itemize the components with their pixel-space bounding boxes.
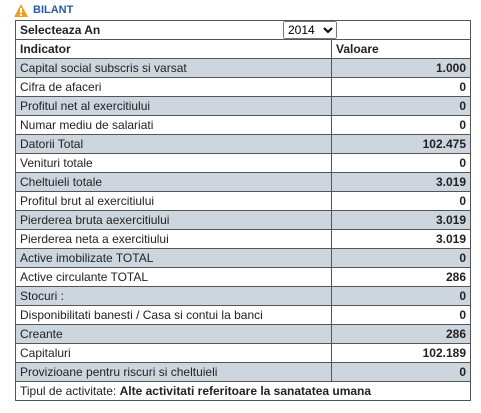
header: BILANT (14, 2, 73, 18)
data-row: Disponibilitati banesti / Casa si contui… (15, 305, 471, 325)
value-cell: 0 (331, 362, 471, 382)
data-row: Pierderea bruta aexercitiului 3.019 (15, 210, 471, 230)
indicator-cell: Profitul net al exercitiului (15, 96, 332, 116)
data-row: Active imobilizate TOTAL 0 (15, 248, 471, 268)
select-row: Selecteaza An 2014 (15, 20, 471, 40)
value-cell: 3.019 (331, 172, 471, 192)
indicator-cell: Capitaluri (15, 343, 332, 363)
data-row: Cifra de afaceri 0 (15, 77, 471, 97)
data-row: Stocuri :0 (15, 286, 471, 306)
indicator-cell: Venituri totale (15, 153, 332, 173)
select-label: Selecteaza An (15, 20, 279, 40)
value-cell: 0 (331, 286, 471, 306)
footer-cell: Tipul de activitate: Alte activitati ref… (15, 381, 471, 401)
title: BILANT (33, 4, 74, 16)
footer-value: Alte activitati referitoare la sanatatea… (119, 384, 372, 398)
select-cell: 2014 (279, 20, 471, 40)
data-row: Capitaluri 102.189 (15, 343, 471, 363)
indicator-cell: Numar mediu de salariati (15, 115, 332, 135)
indicator-cell: Stocuri : (15, 286, 332, 306)
data-row: Numar mediu de salariati 0 (15, 115, 471, 135)
value-cell: 0 (331, 248, 471, 268)
bilant-table: Selecteaza An 2014 Indicator Valoare Cap… (15, 20, 471, 401)
data-row: Active circulante TOTAL 286 (15, 267, 471, 287)
data-row: Provizioane pentru riscuri si cheltuieli… (15, 362, 471, 382)
data-row: Pierderea neta a exercitiului 3.019 (15, 229, 471, 249)
value-cell: 0 (331, 96, 471, 116)
indicator-cell: Disponibilitati banesti / Casa si contui… (15, 305, 332, 325)
footer-row: Tipul de activitate: Alte activitati ref… (15, 381, 471, 401)
indicator-cell: Active imobilizate TOTAL (15, 248, 332, 268)
data-row: Cheltuieli totale 3.019 (15, 172, 471, 192)
indicator-cell: Pierderea neta a exercitiului (15, 229, 332, 249)
value-cell: 0 (331, 77, 471, 97)
data-row: Venituri totale 0 (15, 153, 471, 173)
value-cell: 102.189 (331, 343, 471, 363)
indicator-cell: Capital social subscris si varsat (15, 58, 332, 78)
indicator-cell: Profitul brut al exercitiului (15, 191, 332, 211)
value-cell: 3.019 (331, 210, 471, 230)
header-row: Indicator Valoare (15, 39, 471, 59)
value-cell: 0 (331, 153, 471, 173)
value-cell: 286 (331, 324, 471, 344)
indicator-cell: Provizioane pentru riscuri si cheltuieli (15, 362, 332, 382)
data-row: Datorii Total 102.475 (15, 134, 471, 154)
year-dropdown[interactable]: 2014 (283, 21, 337, 39)
indicator-cell: Datorii Total (15, 134, 332, 154)
value-cell: 0 (331, 191, 471, 211)
indicator-cell: Cifra de afaceri (15, 77, 332, 97)
indicator-cell: Active circulante TOTAL (15, 267, 332, 287)
column-header: Indicator (15, 39, 332, 59)
footer-label: Tipul de activitate: (20, 384, 117, 398)
indicator-cell: Cheltuieli totale (15, 172, 332, 192)
value-cell: 102.475 (331, 134, 471, 154)
warning-icon (14, 3, 28, 17)
data-row: Creante 286 (15, 324, 471, 344)
data-row: Capital social subscris si varsat 1.000 (15, 58, 471, 78)
value-cell: 3.019 (331, 229, 471, 249)
column-header: Valoare (331, 39, 471, 59)
indicator-cell: Pierderea bruta aexercitiului (15, 210, 332, 230)
indicator-cell: Creante (15, 324, 332, 344)
value-cell: 0 (331, 115, 471, 135)
value-cell: 0 (331, 305, 471, 325)
data-row: Profitul net al exercitiului 0 (15, 96, 471, 116)
value-cell: 286 (331, 267, 471, 287)
table-body: Selecteaza An 2014 Indicator Valoare Cap… (15, 20, 471, 401)
data-row: Profitul brut al exercitiului 0 (15, 191, 471, 211)
value-cell: 1.000 (331, 58, 471, 78)
